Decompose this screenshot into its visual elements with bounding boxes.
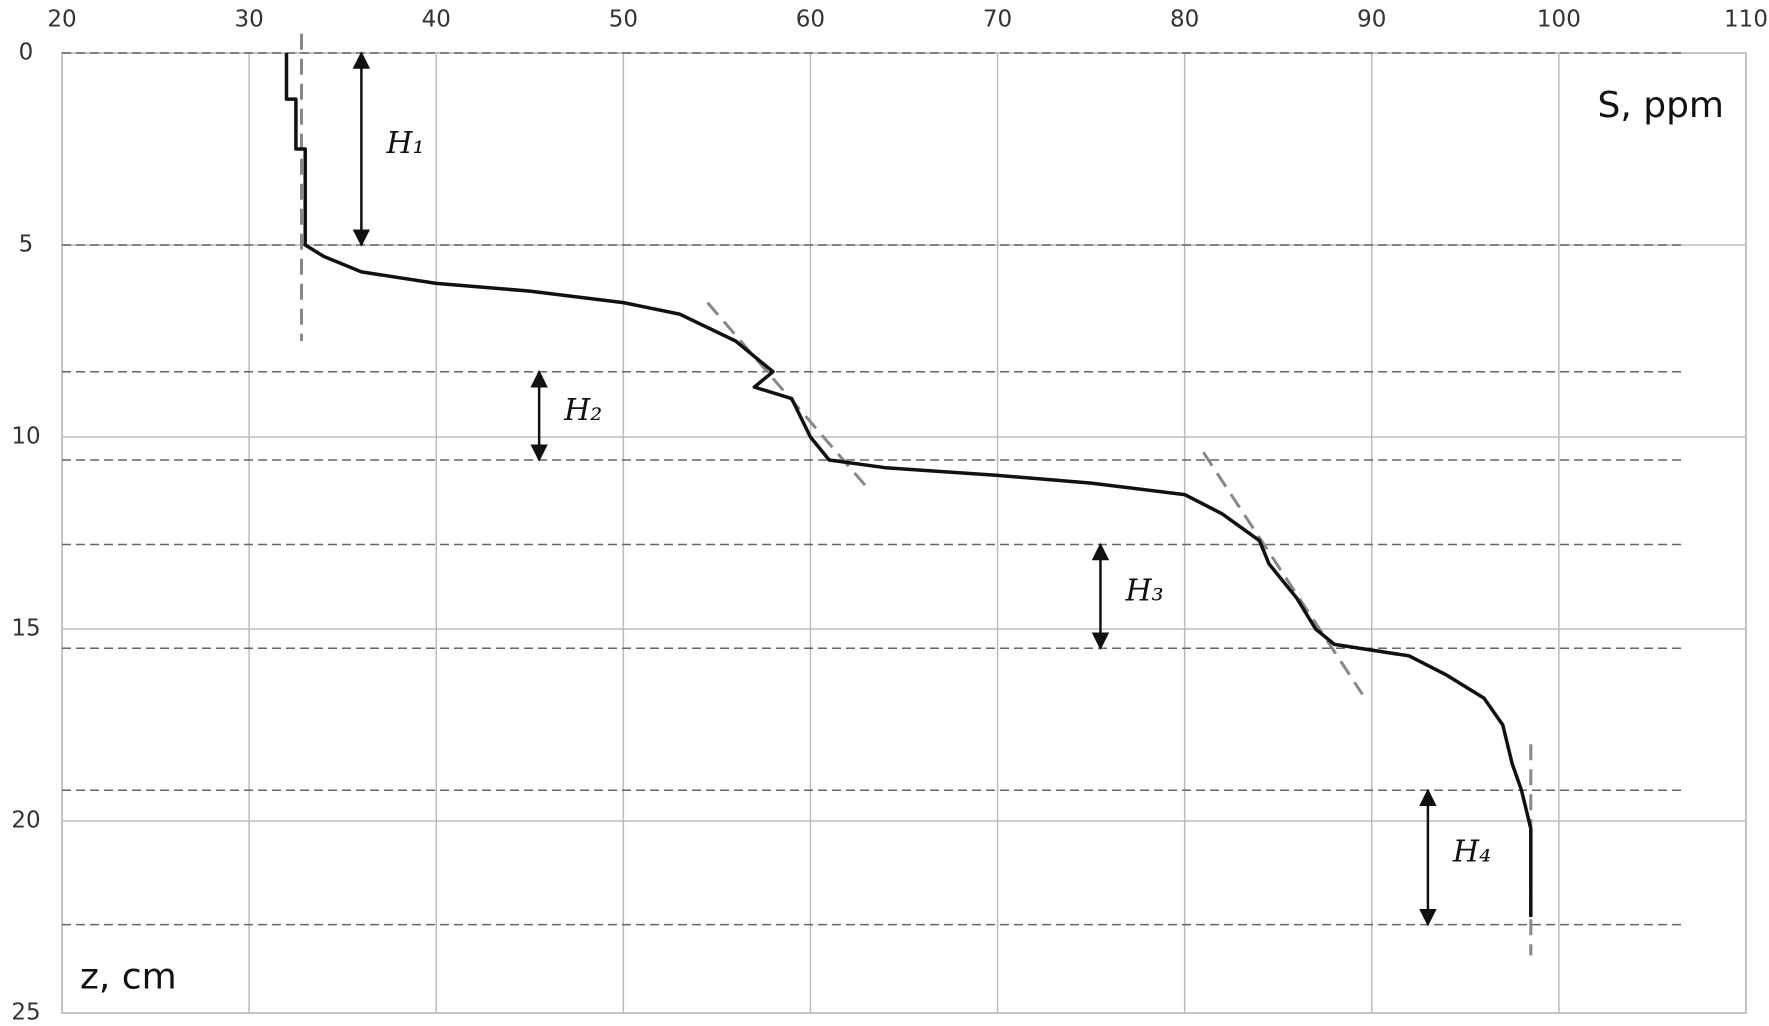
- y-axis-label: z, cm: [80, 956, 177, 997]
- y-tick-label: 0: [19, 40, 34, 66]
- height-label: H₄: [1452, 834, 1491, 869]
- x-tick-label: 100: [1537, 7, 1581, 33]
- y-tick-label: 20: [11, 808, 40, 834]
- height-label: H₃: [1124, 573, 1163, 608]
- x-tick-label: 80: [1170, 7, 1199, 33]
- x-tick-label: 90: [1357, 7, 1386, 33]
- y-tick-label: 25: [11, 1000, 40, 1026]
- y-tick-label: 15: [11, 616, 40, 642]
- y-tick-label: 5: [19, 232, 34, 258]
- height-label: H₁: [385, 126, 424, 161]
- profile-line: [284, 53, 1533, 917]
- fit-line: [706, 301, 868, 488]
- y-tick-label: 10: [11, 424, 40, 450]
- x-tick-label: 30: [234, 7, 263, 33]
- x-tick-label: 50: [609, 7, 638, 33]
- x-axis-label: S, ppm: [1597, 85, 1724, 126]
- plot-area: [61, 52, 1747, 1014]
- x-tick-label: 60: [796, 7, 825, 33]
- height-label: H₂: [563, 393, 602, 428]
- x-tick-label: 40: [422, 7, 451, 33]
- x-tick-label: 70: [983, 7, 1012, 33]
- x-tick-label: 20: [47, 7, 76, 33]
- x-tick-label: 110: [1724, 7, 1768, 33]
